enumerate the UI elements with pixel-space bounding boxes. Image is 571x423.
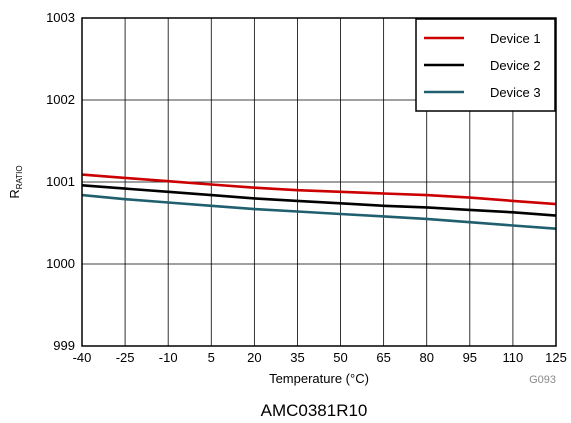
legend: Device 1 Device 2 Device 3: [415, 18, 556, 112]
legend-label: Device 3: [490, 85, 541, 100]
series-line-device-1: [81, 173, 557, 206]
y-axis-title-sub: RATIO: [15, 165, 24, 189]
y-tick-label: 1001: [46, 174, 75, 189]
legend-label: Device 1: [490, 31, 541, 46]
x-tick-label: 5: [208, 350, 215, 365]
y-tick-label: 1000: [46, 256, 75, 271]
x-tick-label: 95: [463, 350, 477, 365]
figure-code: G093: [529, 374, 556, 386]
x-tick-label: 35: [290, 350, 304, 365]
x-tick-label: 65: [376, 350, 390, 365]
x-tick-label: -10: [159, 350, 178, 365]
series-line-device-2: [81, 184, 557, 217]
x-tick-label: -25: [116, 350, 135, 365]
y-tick-label: 1003: [46, 10, 75, 25]
chart-caption: AMC0381R10: [261, 401, 368, 420]
series-line-device-3: [81, 193, 557, 230]
x-tick-label: 125: [545, 350, 567, 365]
legend-label: Device 2: [490, 58, 541, 73]
series-lines: [81, 173, 557, 230]
x-tick-label: -40: [73, 350, 92, 365]
y-tick-label: 1002: [46, 92, 75, 107]
x-tick-label: 110: [503, 350, 524, 365]
x-tick-labels: -40 -25 -10 5 20 35 50 65 80 95 110 125: [73, 350, 567, 365]
x-tick-label: 20: [247, 350, 261, 365]
y-tick-labels: 999 1000 1001 1002 1003: [46, 10, 75, 353]
plot-frame: [81, 17, 557, 347]
x-tick-label: 50: [333, 350, 347, 365]
y-axis-title-main: R: [7, 189, 22, 198]
y-tick-label: 999: [53, 338, 75, 353]
y-axis-title: RRATIO: [7, 165, 24, 198]
x-axis-title: Temperature (°C): [269, 371, 369, 386]
x-tick-label: 80: [419, 350, 433, 365]
